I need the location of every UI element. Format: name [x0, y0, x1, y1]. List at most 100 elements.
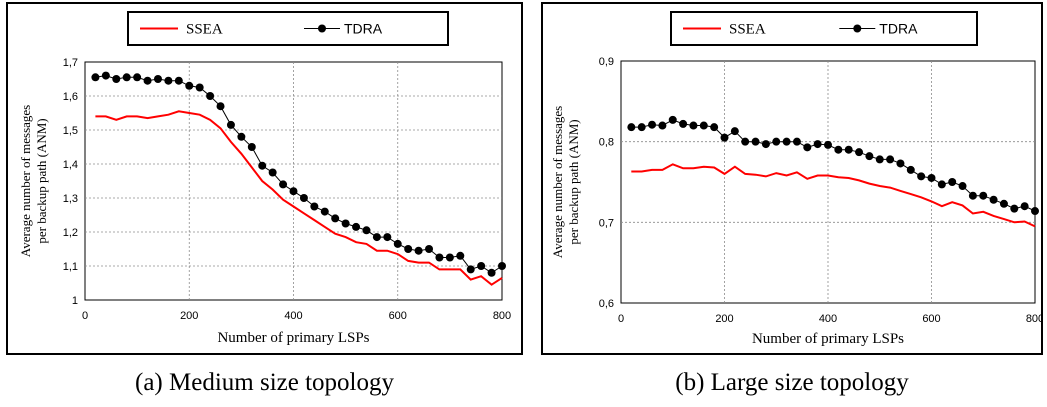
chart-b-tdra-point — [834, 145, 843, 154]
chart-b-tdra-point — [968, 191, 977, 200]
chart-b-x-tick-label: 400 — [819, 313, 837, 325]
chart-b-tdra-point — [813, 140, 822, 149]
chart-b-tdra-point — [699, 121, 708, 130]
chart-a-tdra-point — [216, 102, 225, 111]
chart-b-tdra-point — [637, 123, 646, 132]
chart-b-tdra-point — [792, 137, 801, 146]
chart-a-tdra-point — [185, 81, 194, 90]
chart-b-x-axis-label: Number of primary LSPs — [752, 331, 904, 347]
chart-a-tdra-point — [299, 194, 308, 202]
chart-a-ssea-line — [95, 110, 503, 286]
chart-b-tdra-point — [751, 137, 760, 146]
chart-a-tdra-point — [268, 168, 277, 177]
chart-a-tdra-point — [133, 73, 142, 82]
chart-a-x-tick-label: 0 — [82, 310, 88, 322]
chart-b-tdra-point — [741, 137, 750, 146]
chart-a-tdra-point — [372, 233, 381, 242]
chart-b-y-tick-label: 0,9 — [599, 56, 614, 68]
chart-b-tdra-point — [1010, 204, 1019, 213]
chart-b-tdra-point — [627, 123, 636, 132]
chart-b-ssea-line — [631, 163, 1036, 228]
chart-a-tdra-point — [414, 246, 423, 255]
chart-a-tdra-point — [362, 226, 371, 235]
chart-a-y-axis-label-line1: Average number of messages — [18, 105, 33, 257]
chart-b-legend-ssea-label: SSEA — [729, 22, 766, 38]
chart-a-tdra-point — [289, 187, 298, 196]
chart-b-tdra-point — [844, 145, 853, 154]
chart-a-tdra-point — [247, 143, 256, 151]
chart-a-tdra-point — [143, 76, 152, 85]
chart-panel-b: 0 200 400 600 800 0,6 0,7 0,8 0,9 Number of prima… — [541, 2, 1043, 355]
chart-b-x-tick-label: 0 — [618, 313, 624, 325]
chart-b-tdra-point — [710, 123, 719, 132]
chart-a-tdra-point — [91, 73, 100, 82]
chart-a-tdra-point — [320, 207, 329, 216]
chart-a-legend — [127, 11, 449, 46]
chart-b-tdra-point — [875, 155, 884, 164]
chart-b-legend-tdra-label: TDRA — [879, 21, 918, 37]
chart-a-legend-ssea-label: SSEA — [186, 22, 223, 38]
chart-a-tdra-point — [164, 76, 173, 85]
chart-a-x-tick-label: 400 — [284, 310, 302, 322]
chart-b-tdra-point — [658, 121, 667, 130]
chart-b-tdra-point — [989, 195, 998, 204]
chart-a-x-tick-label: 800 — [493, 310, 511, 322]
chart-a-tdra-point — [279, 180, 288, 189]
chart-a-tdra-point — [393, 239, 402, 248]
chart-b-tdra-point — [1031, 207, 1039, 216]
chart-b-tdra-point — [1020, 202, 1029, 211]
chart-a-tdra-point — [487, 268, 496, 277]
chart-b-tdra-point — [855, 148, 864, 157]
chart-b-x-tick-label: 800 — [1026, 313, 1041, 325]
chart-a-tdra-point — [383, 233, 392, 242]
chart-b-tdra-point — [803, 143, 812, 152]
chart-a-tdra-point — [195, 83, 204, 92]
chart-a-tdra-point — [352, 222, 361, 231]
chart-a-tdra-point — [112, 75, 121, 83]
chart-b-tdra-point — [906, 165, 915, 174]
chart-b-svg: 0 200 400 600 800 0,6 0,7 0,8 0,9 Number of prima… — [550, 11, 1041, 347]
chart-a-tdra-point — [237, 132, 246, 141]
chart-b-tdra-point — [668, 115, 677, 124]
caption-a: (a) Medium size topology — [135, 369, 394, 396]
chart-a-tdra-point — [206, 92, 215, 100]
chart-b-tdra-point — [917, 172, 926, 181]
chart-b-legend — [670, 11, 978, 46]
chart-a-y-axis-label-line2: per backup path (ANM) — [34, 118, 49, 243]
chart-a-y-tick-label: 1,5 — [63, 125, 78, 137]
chart-a-y-tick-label: 1,2 — [63, 227, 78, 239]
chart-a-svg: 0 200 400 600 800 1 1,1 1,2 1,3 1,4 1,5 1,6 1,7 Numbe… — [18, 11, 511, 346]
chart-b-y-tick-label: 0,7 — [599, 217, 614, 229]
chart-a-y-tick-label: 1,3 — [63, 193, 78, 205]
chart-a-tdra-point — [456, 251, 465, 260]
chart-b-y-axis-label-line1: Average number of messages — [550, 106, 565, 258]
chart-a-tdra-point — [101, 71, 110, 80]
chart-b-y-tick-label: 0,8 — [599, 137, 614, 149]
chart-a-tdra-point — [466, 265, 475, 274]
chart-b-tdra-point — [979, 191, 988, 200]
chart-a-tdra-line — [95, 75, 503, 274]
chart-a-tdra-point — [122, 73, 131, 82]
chart-b-tdra-point — [865, 152, 874, 161]
chart-panel-a: 0 200 400 600 800 1 1,1 1,2 1,3 1,4 1,5 1,6 1,7 Numbe… — [6, 2, 523, 355]
chart-b-tdra-point — [689, 121, 698, 130]
chart-a-tdra-point — [445, 253, 454, 262]
chart-a-y-tick-label: 1,4 — [63, 159, 78, 171]
chart-a-tdra-point — [435, 253, 444, 262]
chart-a-tdra-point — [498, 262, 506, 270]
chart-b-y-axis-label-line2: per backup path (ANM) — [566, 119, 581, 244]
chart-b-x-tick-label: 200 — [715, 313, 733, 325]
chart-b-tdra-point — [927, 173, 936, 182]
chart-a-tdra-point — [331, 214, 340, 223]
chart-b-y-tick-label: 0,6 — [599, 298, 614, 310]
chart-b-tdra-point — [958, 182, 967, 191]
chart-b-tdra-point — [782, 137, 791, 146]
chart-a-legend-tdra-marker — [318, 24, 326, 33]
chart-b-tdra-point — [886, 155, 895, 164]
chart-b-tdra-point — [999, 199, 1008, 208]
chart-a-y-tick-label: 1,7 — [63, 57, 78, 69]
chart-a-tdra-point — [404, 245, 413, 253]
chart-a-legend-tdra-label: TDRA — [344, 21, 383, 37]
chart-a-x-tick-label: 200 — [180, 310, 198, 322]
chart-a-y-tick-label: 1 — [72, 295, 78, 307]
